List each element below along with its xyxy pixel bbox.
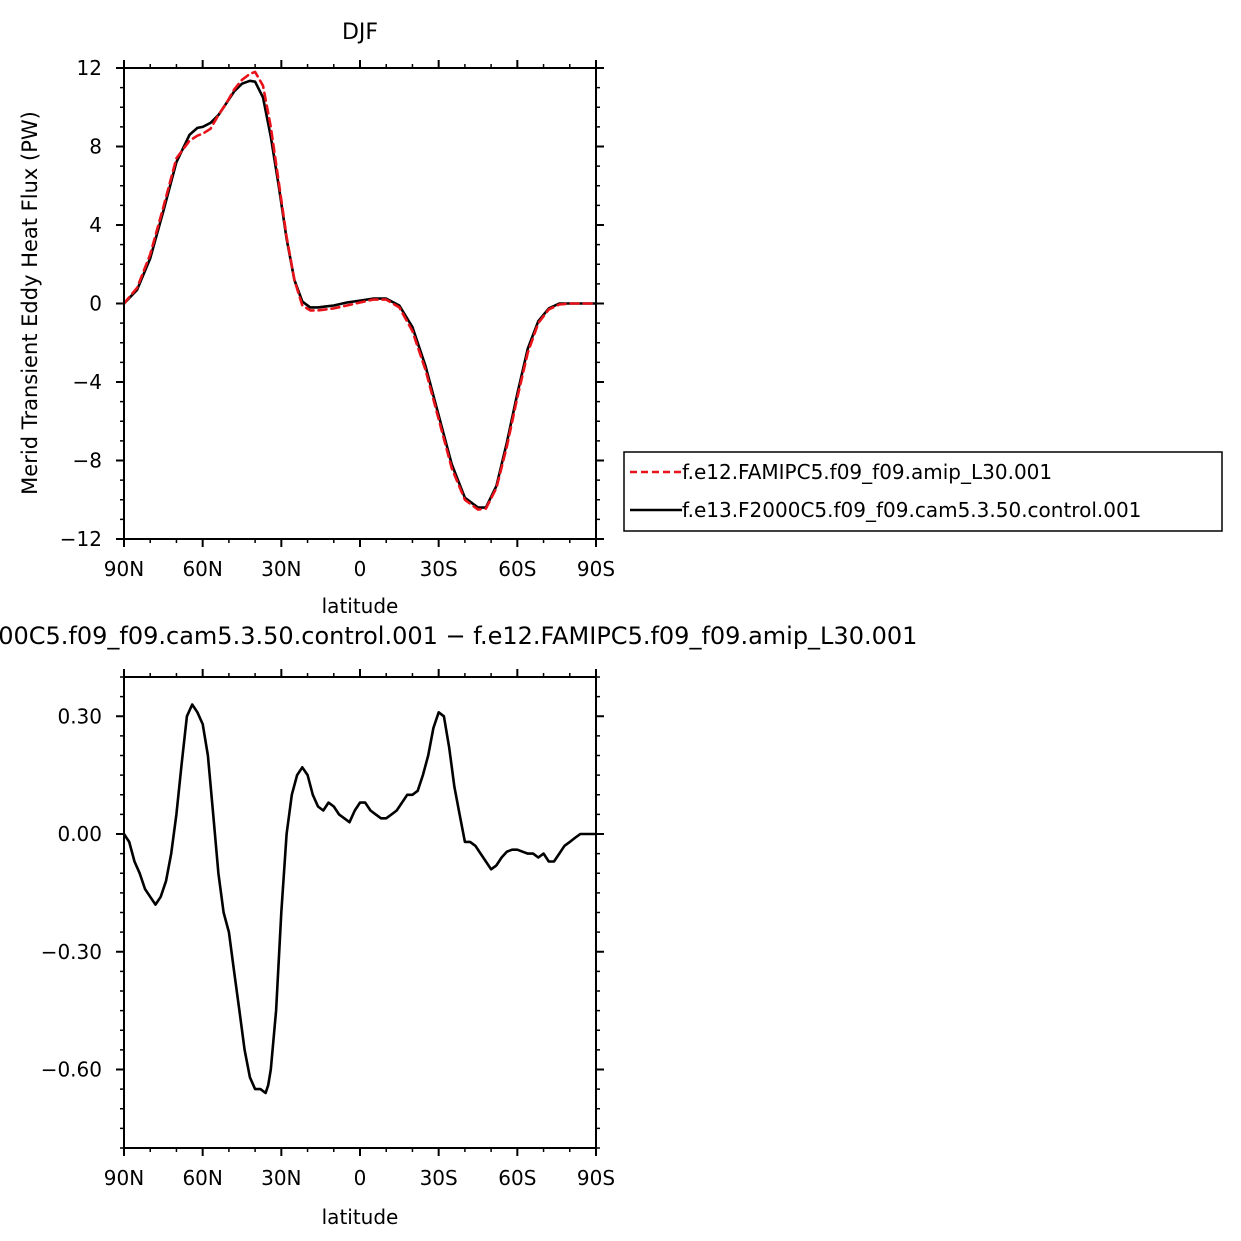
x-tick-label: 60N (182, 1166, 222, 1190)
x-tick-label: 90N (104, 557, 144, 581)
x-axis-label: latitude (322, 594, 399, 618)
x-tick-label: 30N (261, 557, 301, 581)
series-line (122, 703, 598, 1095)
y-axis-label: Merid Transient Eddy Heat Flux (PW) (18, 111, 42, 495)
tick-labels: 90N 60N 30N 0 30S 60S 90S 12 8 4 0 −4 −8 −12 (60, 56, 615, 581)
chart-title: DJF (342, 20, 378, 45)
y-tick-label: 0 (89, 292, 102, 316)
legend-box (623, 451, 1223, 532)
y-tick-label: 0.30 (57, 704, 102, 728)
y-tick-label: 12 (77, 56, 102, 80)
y-tick-label: −8 (73, 449, 102, 473)
series-line (122, 79, 598, 509)
x-tick-label: 30S (420, 1166, 458, 1190)
axis-ticks-bottom (116, 669, 604, 1156)
x-tick-label: 30N (261, 1166, 301, 1190)
tick-labels-bottom: 90N 60N 30N 0 30S 60S 90S 0.30 0.00 −0.30 −0.60 (41, 704, 615, 1190)
y-tick-label: 0.00 (57, 822, 102, 846)
difference-title: f.e13.F2000C5.f09_f09.cam5.3.50.control.… (0, 622, 917, 650)
x-tick-label: 60N (182, 557, 222, 581)
panel-top: DJF Merid Transient Eddy Heat Flux (PW) … (18, 20, 615, 618)
legend-entry-0: f.e12.FAMIPC5.f09_f09.amip_L30.001 (682, 460, 1052, 484)
x-tick-label: 90S (577, 557, 615, 581)
x-tick-label: 0 (354, 1166, 367, 1190)
x-tick-label: 60S (498, 557, 536, 581)
y-tick-label: 4 (89, 213, 102, 237)
x-tick-label: 60S (498, 1166, 536, 1190)
x-tick-label: 0 (354, 557, 367, 581)
x-tick-label: 30S (420, 557, 458, 581)
x-tick-label: 90S (577, 1166, 615, 1190)
series-lines (122, 70, 598, 511)
y-tick-label: −12 (60, 527, 102, 551)
y-tick-label: −0.60 (41, 1058, 102, 1082)
x-axis-label-bottom: latitude (322, 1205, 399, 1229)
y-axis-label-bottom: Merid Transient Eddy Heat Flux (PW) (18, 720, 42, 1104)
legend: f.e12.FAMIPC5.f09_f09.amip_L30.001 f.e13… (623, 451, 1223, 532)
y-tick-label: 8 (89, 135, 102, 159)
y-tick-label: −0.30 (41, 940, 102, 964)
series-line (122, 70, 598, 511)
legend-entry-1: f.e13.F2000C5.f09_f09.cam5.3.50.control.… (682, 498, 1141, 522)
panel-bottom: f.e13.F2000C5.f09_f09.cam5.3.50.control.… (0, 622, 917, 1229)
y-tick-label: −4 (73, 370, 102, 394)
plot-frame (123, 67, 597, 540)
plot-frame-bottom (123, 676, 597, 1149)
x-tick-label: 90N (104, 1166, 144, 1190)
series-lines-bottom (122, 703, 598, 1095)
